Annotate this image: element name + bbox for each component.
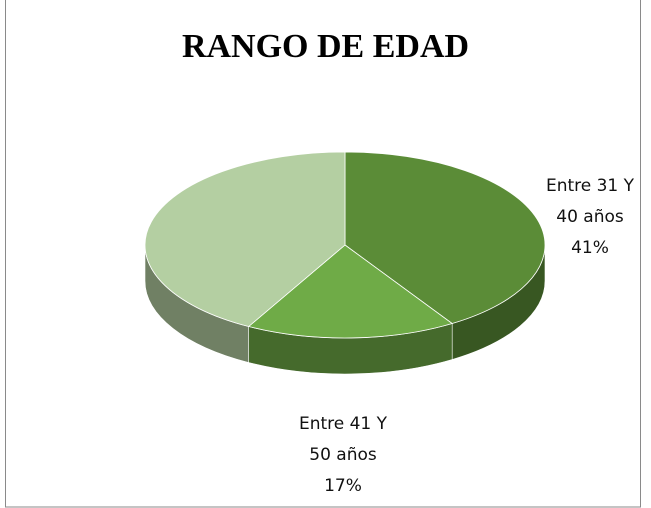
slice-label: Entre 31 Y 40 años 41% [525, 171, 651, 264]
slice-label: Entre 41 Y 50 años 17% [278, 409, 408, 502]
pie [145, 151, 546, 375]
slice [344, 151, 546, 324]
value-label: 41% [571, 238, 609, 258]
slice [145, 151, 346, 327]
slice [247, 244, 454, 339]
chart-title: RANGO DE EDAD [181, 28, 470, 65]
category-label: Entre 31 Y 40 años [545, 176, 635, 227]
chart-border [5, 0, 641, 508]
category-label: Entre 41 Y 50 años [298, 414, 388, 465]
value-label: 17% [324, 476, 362, 496]
